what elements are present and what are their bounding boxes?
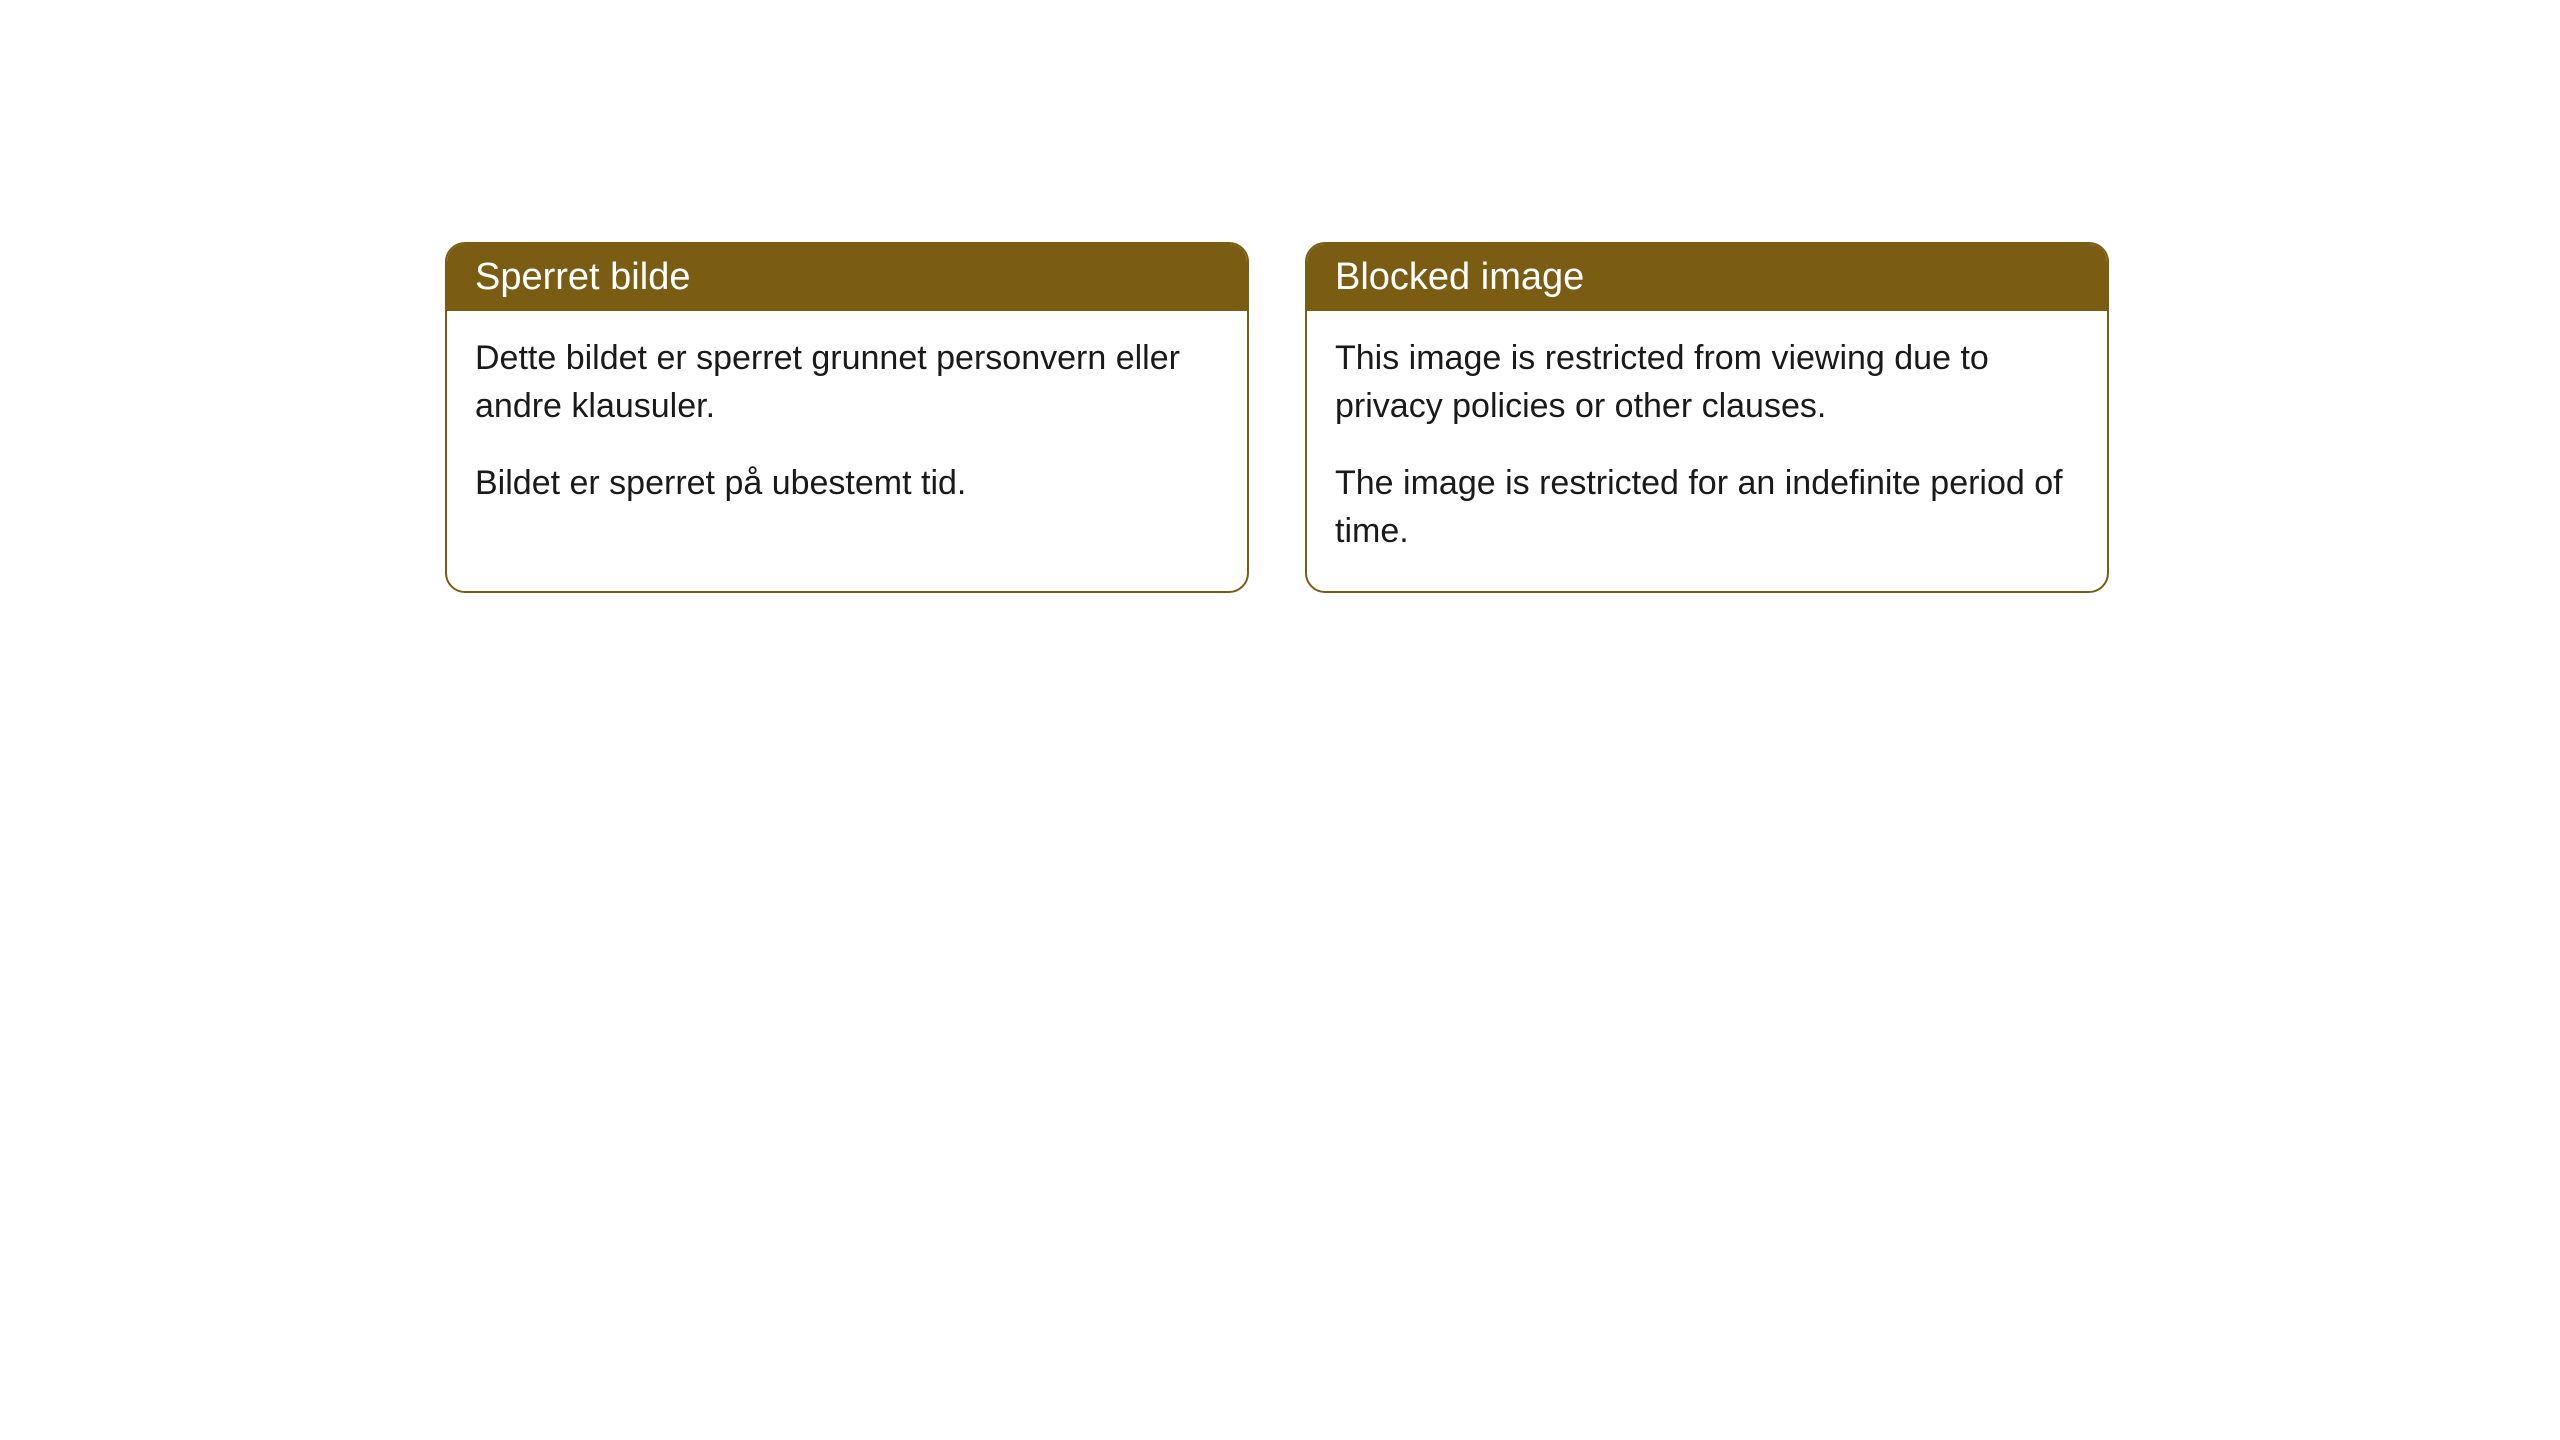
- notice-card-english: Blocked image This image is restricted f…: [1305, 242, 2109, 593]
- paragraph-1: Dette bildet er sperret grunnet personve…: [475, 335, 1219, 430]
- paragraph-1: This image is restricted from viewing du…: [1335, 335, 2079, 430]
- card-header: Sperret bilde: [447, 244, 1247, 311]
- card-body: Dette bildet er sperret grunnet personve…: [447, 311, 1247, 544]
- card-header: Blocked image: [1307, 244, 2107, 311]
- notice-container: Sperret bilde Dette bildet er sperret gr…: [445, 242, 2109, 593]
- paragraph-2: The image is restricted for an indefinit…: [1335, 460, 2079, 555]
- paragraph-2: Bildet er sperret på ubestemt tid.: [475, 460, 1219, 508]
- notice-card-norwegian: Sperret bilde Dette bildet er sperret gr…: [445, 242, 1249, 593]
- card-body: This image is restricted from viewing du…: [1307, 311, 2107, 591]
